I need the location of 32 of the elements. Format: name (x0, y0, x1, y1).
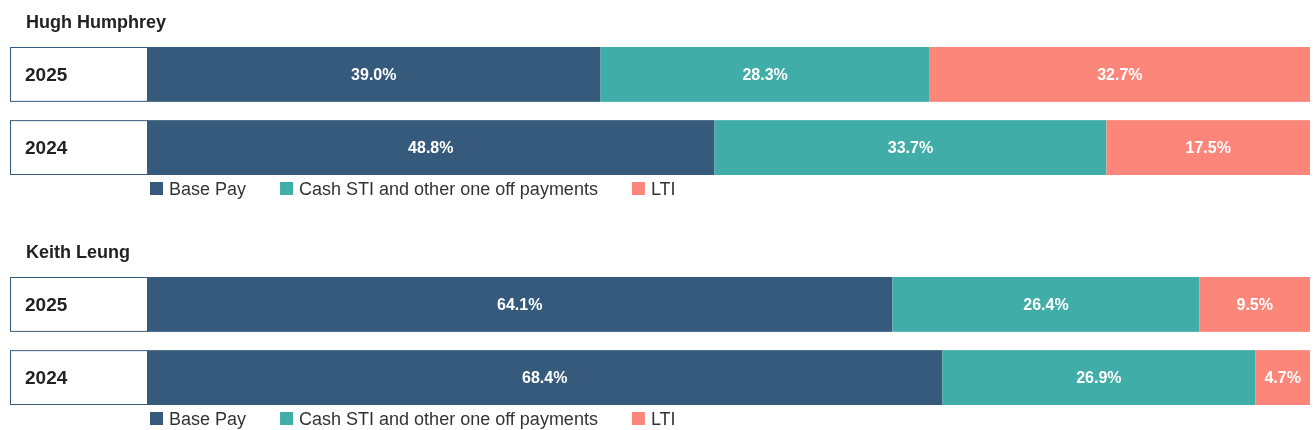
legend-label: Base Pay (169, 179, 247, 200)
data-label: 17.5% (1185, 139, 1231, 157)
data-label: 64.1% (497, 296, 543, 314)
y-tick-label: 2024 (25, 367, 68, 389)
data-label: 9.5% (1236, 296, 1273, 314)
y-tick-label: 2025 (25, 294, 68, 316)
legend-label: LTI (650, 409, 676, 430)
data-label: 26.9% (1076, 369, 1122, 387)
bar (1199, 277, 1310, 332)
data-label: 33.7% (887, 139, 934, 157)
legend-label: Base Pay (169, 409, 247, 430)
bar (1255, 350, 1310, 405)
data-label: 26.4% (1023, 296, 1069, 314)
bar (929, 47, 1310, 102)
y-tick-label: 2024 (25, 137, 68, 159)
bar (714, 120, 1107, 175)
bar (600, 47, 930, 102)
bar (1106, 120, 1310, 175)
y-tick-label: 2025 (25, 64, 68, 86)
data-label: 4.7% (1264, 369, 1301, 387)
bar (942, 350, 1256, 405)
data-label: 68.4% (522, 369, 568, 387)
data-label: 32.7% (1097, 66, 1143, 84)
data-label: 39.0% (351, 66, 397, 84)
legend-label: Cash STI and other one off payments (299, 409, 598, 430)
chart-title: Keith Leung (26, 242, 130, 263)
legend-label: LTI (650, 179, 676, 200)
bar (892, 277, 1200, 332)
data-label: 48.8% (408, 139, 454, 157)
data-label: 28.3% (742, 66, 788, 84)
legend-label: Cash STI and other one off payments (299, 179, 598, 200)
chart-title: Hugh Humphrey (26, 12, 167, 33)
